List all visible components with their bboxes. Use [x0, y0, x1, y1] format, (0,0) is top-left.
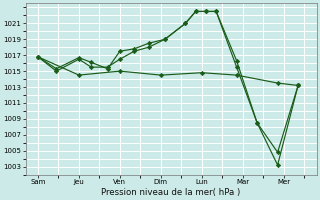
X-axis label: Pression niveau de la mer( hPa ): Pression niveau de la mer( hPa ) [101, 188, 241, 197]
